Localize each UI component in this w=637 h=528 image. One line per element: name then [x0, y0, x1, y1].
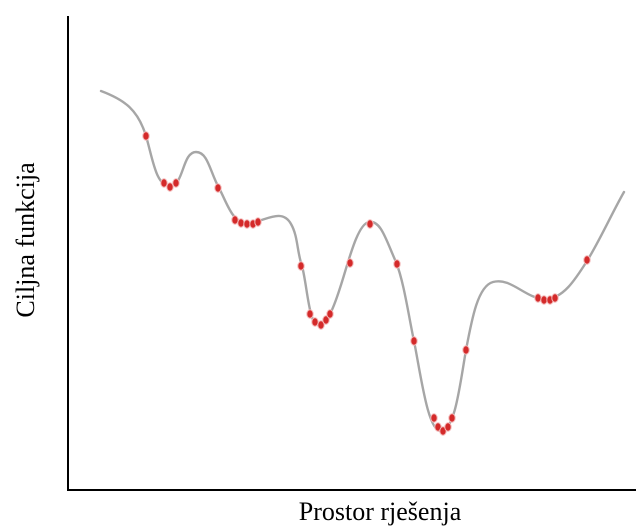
x-axis-label: Prostor rješenja — [299, 497, 462, 526]
sample-point-marker — [540, 295, 548, 305]
sample-point-marker — [214, 183, 222, 193]
sample-point-marker — [231, 215, 239, 225]
sample-point-marker — [297, 261, 305, 271]
sample-point-marker — [326, 309, 334, 319]
sample-point-marker — [583, 255, 591, 265]
sample-point-marker — [311, 317, 319, 327]
sample-point-marker — [551, 293, 559, 303]
sample-point-marker — [444, 422, 452, 432]
sample-point-marker — [462, 345, 470, 355]
y-axis-label: Ciljna funkcija — [11, 162, 40, 318]
sample-point-marker — [166, 182, 174, 192]
sample-points — [142, 131, 591, 436]
sample-point-marker — [172, 178, 180, 188]
sample-point-marker — [160, 178, 168, 188]
sample-point-marker — [237, 218, 245, 228]
sample-point-marker — [410, 336, 418, 346]
sample-point-marker — [306, 309, 314, 319]
sample-point-marker — [534, 293, 542, 303]
sample-point-marker — [254, 217, 262, 227]
sample-point-marker — [243, 219, 251, 229]
sample-point-marker — [366, 219, 374, 229]
sample-point-marker — [430, 413, 438, 423]
sample-point-marker — [346, 258, 354, 268]
sample-point-marker — [142, 131, 150, 141]
sample-point-marker — [393, 259, 401, 269]
sample-point-marker — [317, 320, 325, 330]
sample-point-marker — [322, 315, 330, 325]
sample-point-marker — [448, 413, 456, 423]
objective-function-curve — [99, 89, 626, 433]
